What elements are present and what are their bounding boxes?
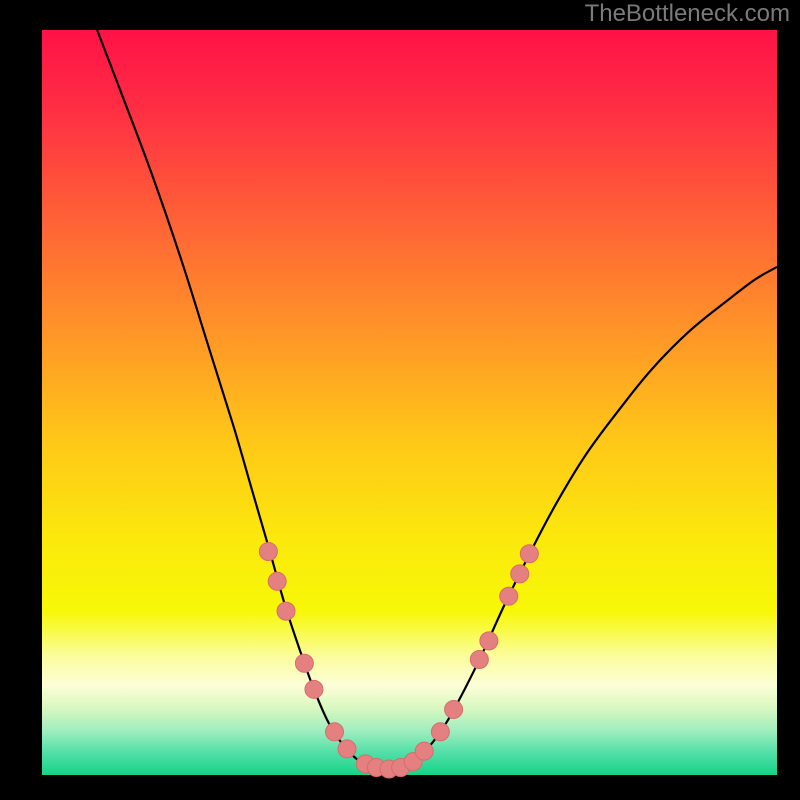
curve-marker <box>268 572 286 590</box>
curve-marker <box>511 565 529 583</box>
watermark-text: TheBottleneck.com <box>585 0 790 28</box>
curve-marker <box>500 587 518 605</box>
curve-marker <box>259 543 277 561</box>
bottleneck-chart <box>0 0 800 800</box>
plot-background <box>42 30 777 775</box>
curve-marker <box>326 723 344 741</box>
curve-marker <box>431 723 449 741</box>
curve-marker <box>338 740 356 758</box>
curve-marker <box>470 651 488 669</box>
root-container: TheBottleneck.com <box>0 0 800 800</box>
curve-marker <box>445 700 463 718</box>
curve-marker <box>295 654 313 672</box>
curve-marker <box>520 545 538 563</box>
curve-marker <box>480 632 498 650</box>
curve-marker <box>415 742 433 760</box>
curve-marker <box>277 602 295 620</box>
curve-marker <box>305 680 323 698</box>
